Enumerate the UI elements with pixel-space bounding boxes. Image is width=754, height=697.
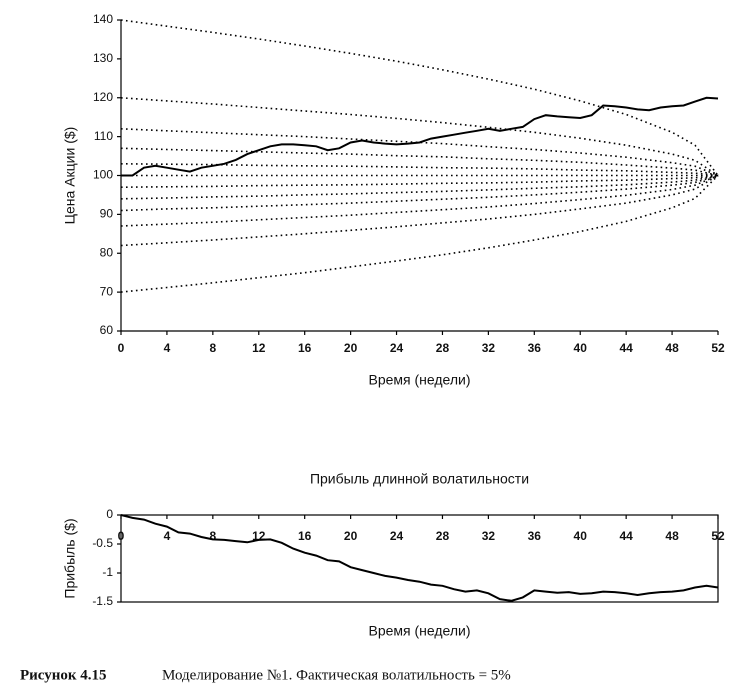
x-tick-label: 12 [252, 341, 266, 355]
y-tick-label: 0 [106, 507, 113, 521]
series-line [120, 174, 719, 247]
x-tick-label: 4 [164, 341, 171, 355]
y-tick-label: 130 [93, 51, 113, 65]
series-line [120, 19, 719, 176]
series-line [120, 147, 719, 177]
x-tick-label: 0 [118, 529, 125, 543]
x-tick-label: 44 [619, 529, 633, 543]
x-axis-label: Время (недели) [368, 372, 470, 388]
caption-text: Моделирование №1. Фактическая волатильно… [162, 667, 511, 683]
x-tick-label: 28 [436, 341, 450, 355]
x-tick-label: 40 [574, 529, 588, 543]
x-tick-label: 24 [390, 529, 404, 543]
series-line [120, 163, 719, 177]
y-tick-label: 70 [100, 284, 114, 298]
y-tick-label: -0.5 [92, 536, 113, 550]
y-tick-label: 140 [93, 12, 113, 26]
series-line [120, 174, 719, 212]
y-tick-label: 90 [100, 207, 114, 221]
x-tick-label: 32 [482, 529, 496, 543]
series-line [120, 97, 719, 177]
x-tick-label: 44 [619, 341, 633, 355]
x-tick-label: 36 [528, 341, 542, 355]
x-tick-label: 20 [344, 341, 358, 355]
series-line [120, 128, 719, 177]
x-tick-label: 36 [528, 529, 542, 543]
series-line [120, 174, 719, 293]
y-tick-label: 60 [100, 323, 114, 337]
x-tick-label: 20 [344, 529, 358, 543]
series-line [120, 514, 719, 602]
x-tick-label: 8 [210, 529, 217, 543]
x-tick-label: 28 [436, 529, 450, 543]
y-tick-label: 110 [94, 129, 113, 143]
series-line [120, 174, 719, 200]
series-line [120, 174, 719, 188]
caption-label: Рисунок 4.15 [20, 667, 107, 683]
y-tick-label: 100 [93, 168, 113, 182]
x-tick-label: 24 [390, 341, 404, 355]
series-line [120, 174, 719, 227]
y-tick-label: 80 [100, 245, 114, 259]
x-tick-label: 4 [164, 529, 171, 543]
y-tick-label: 120 [93, 90, 113, 104]
y-tick-label: -1 [102, 565, 113, 579]
plot-frame [120, 514, 719, 603]
x-tick-label: 16 [298, 529, 312, 543]
x-tick-label: 48 [665, 529, 679, 543]
x-axis-label: Время (недели) [368, 623, 470, 639]
x-tick-label: 48 [665, 341, 679, 355]
y-axis-label: Прибыль ($) [62, 518, 78, 598]
x-tick-label: 0 [118, 341, 125, 355]
x-tick-label: 52 [711, 341, 725, 355]
x-tick-label: 8 [210, 341, 217, 355]
y-tick-label: -1.5 [92, 594, 113, 608]
x-tick-label: 52 [711, 529, 725, 543]
chart-title: Прибыль длинной волатильности [310, 471, 529, 487]
x-tick-label: 32 [482, 341, 496, 355]
x-tick-label: 40 [574, 341, 588, 355]
y-axis-label: Цена Акции ($) [62, 127, 78, 225]
series-line [121, 96, 719, 177]
x-tick-label: 16 [298, 341, 312, 355]
